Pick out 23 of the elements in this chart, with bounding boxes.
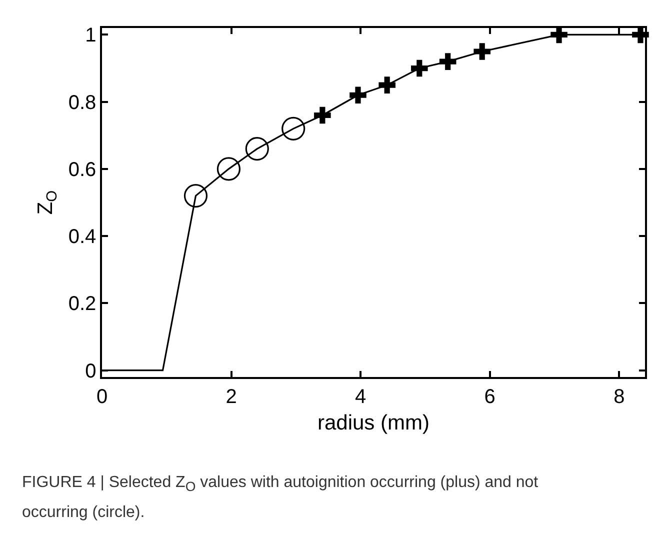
point <box>245 137 269 161</box>
x-tick-label: 4 <box>355 386 366 408</box>
point <box>439 53 456 70</box>
y-tick-label: 1 <box>85 24 96 47</box>
point <box>314 106 331 124</box>
x-axis-title: radius (mm) <box>317 412 430 434</box>
point <box>216 157 240 181</box>
y-tick-label: 0.6 <box>68 158 96 181</box>
point <box>350 86 366 104</box>
x-tick-label: 6 <box>484 386 496 408</box>
text: FIGURE 4 | Selected Z$_{O}$ values with autoignition occurring (plus) and not occurring (circle). <box>22 474 538 522</box>
point <box>474 43 490 60</box>
point <box>378 76 396 94</box>
y-tick-label: 0.8 <box>68 92 96 114</box>
point <box>411 60 428 77</box>
y-tick-label: 0.2 <box>68 293 96 316</box>
point <box>550 26 568 44</box>
y-tick-label: 0 <box>85 360 96 382</box>
point <box>282 116 306 140</box>
x-tick-label: 2 <box>226 386 237 408</box>
y-tick-label: 0.4 <box>68 226 96 248</box>
x-tick-label: 8 <box>614 386 625 408</box>
point <box>184 184 208 208</box>
